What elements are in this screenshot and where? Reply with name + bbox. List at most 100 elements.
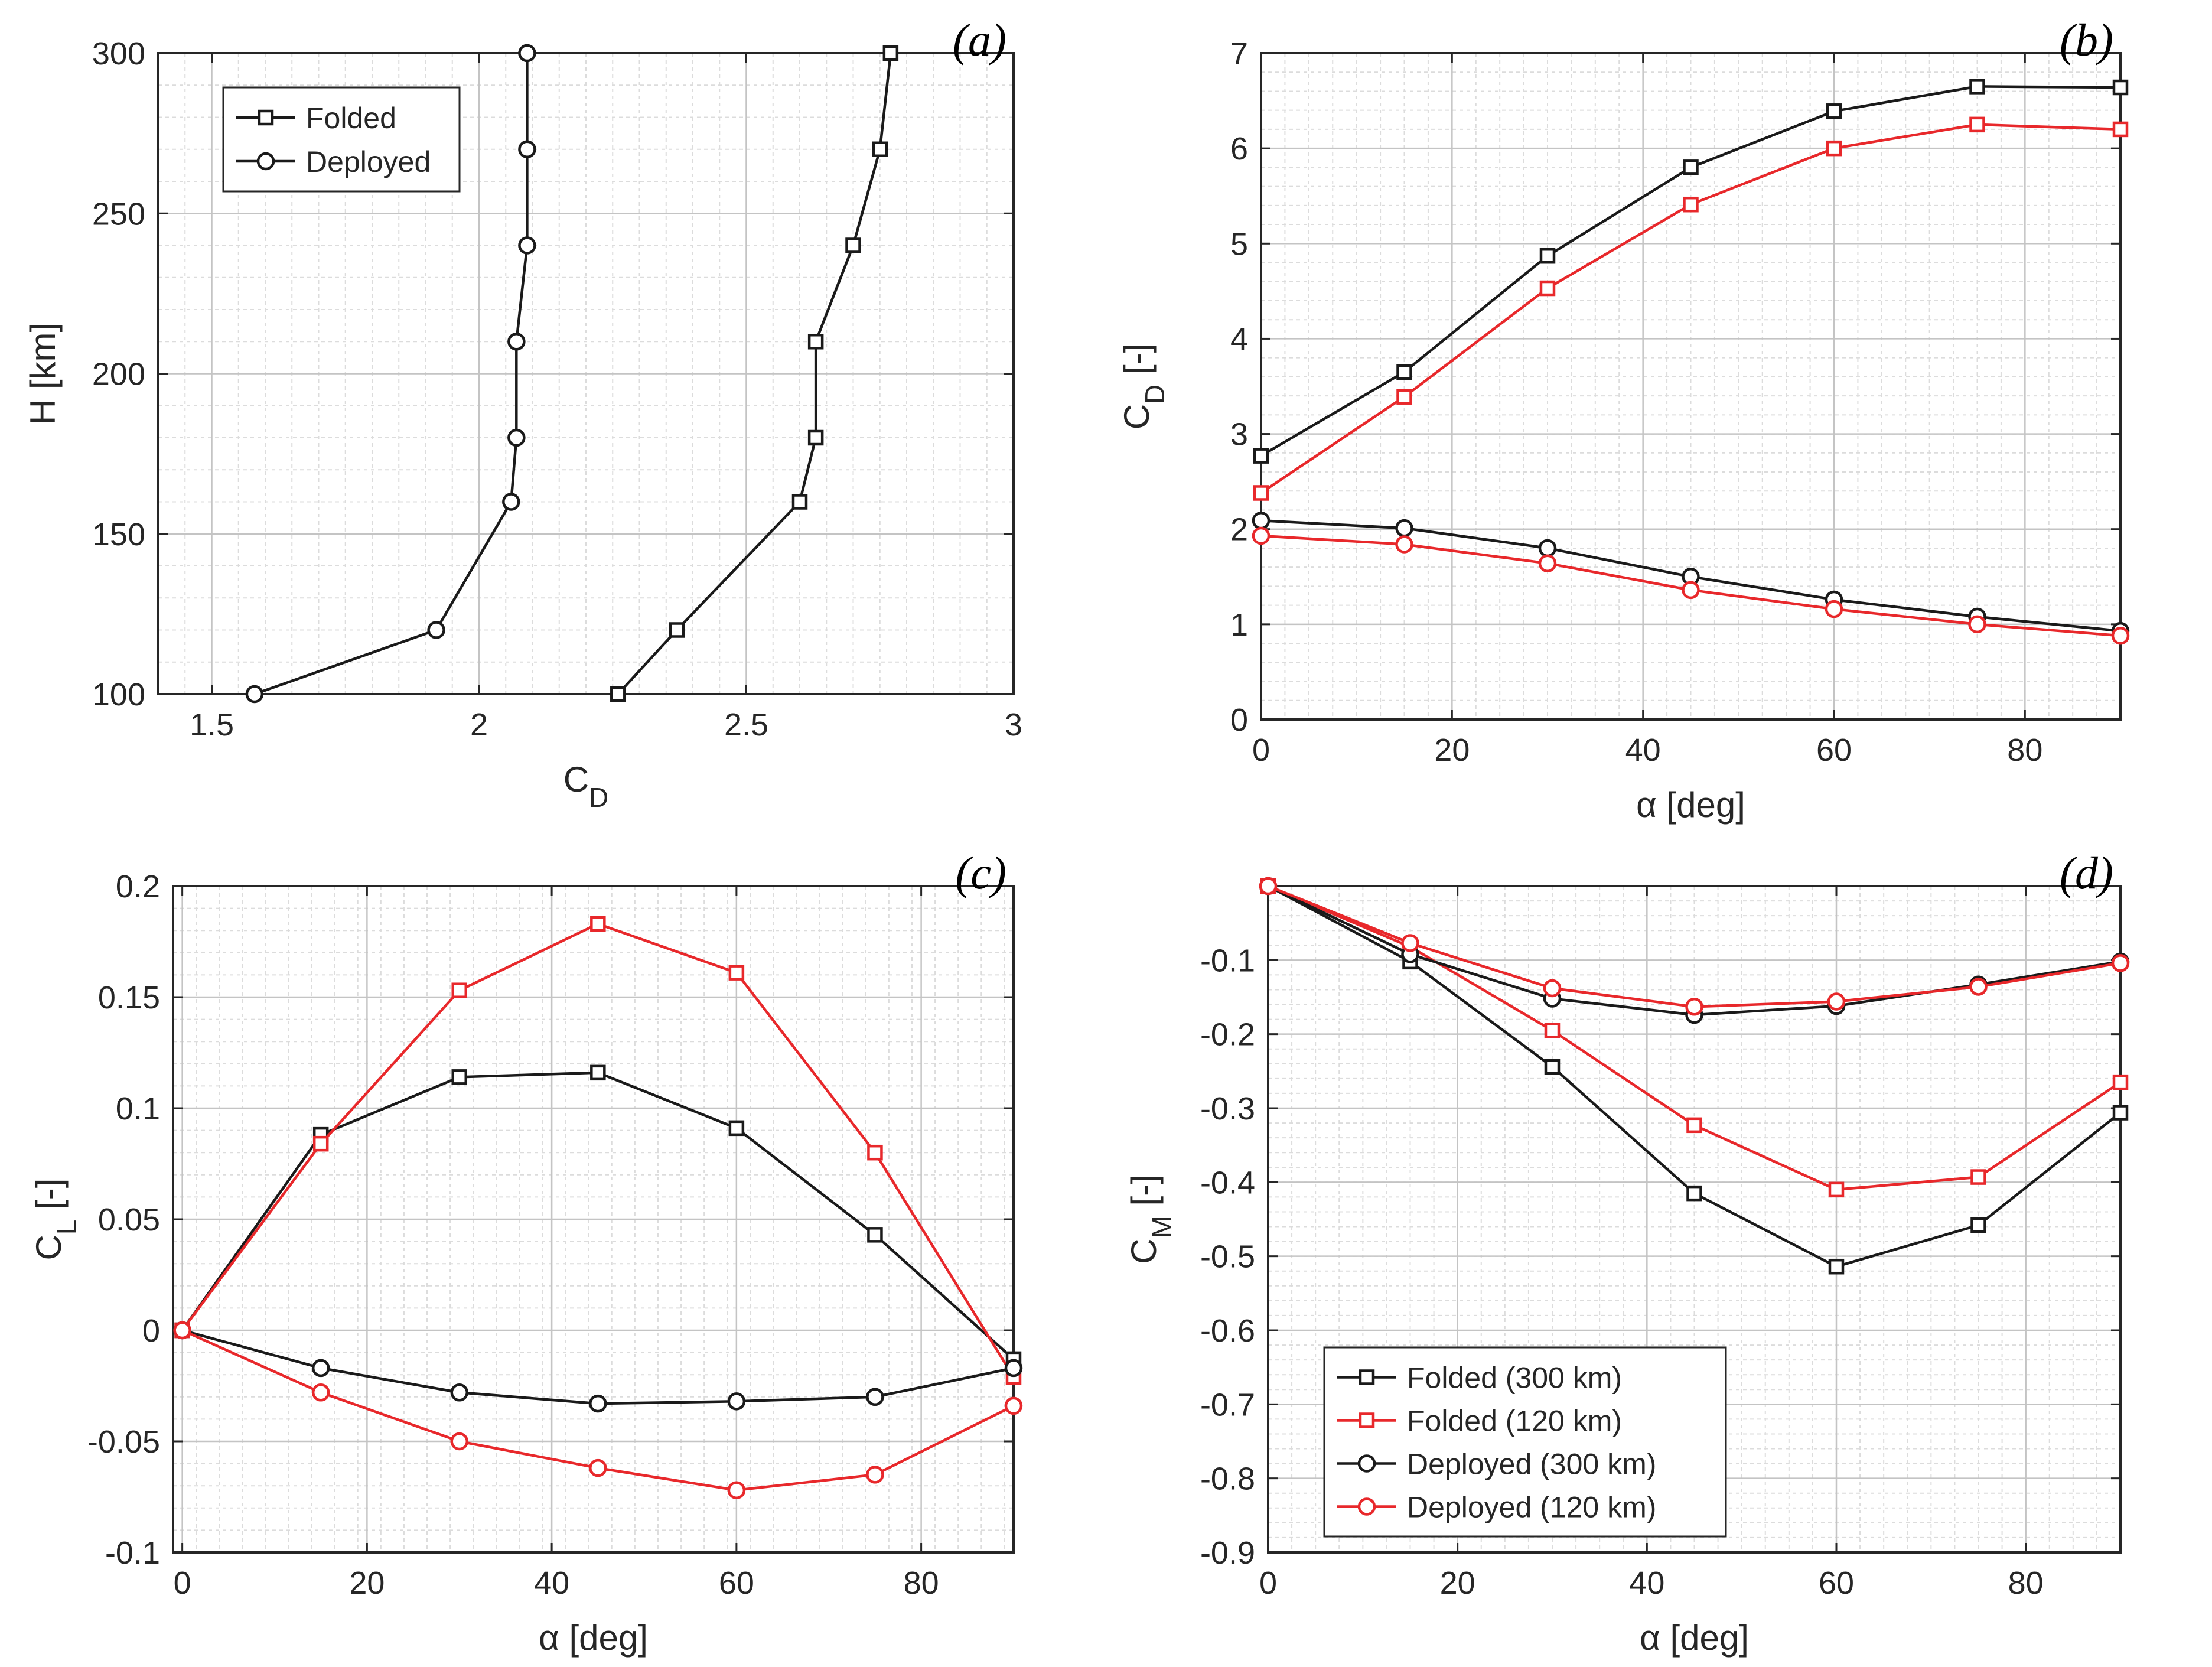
data-point — [589, 1394, 607, 1413]
data-point — [1828, 1181, 1845, 1198]
x-tick-label: 80 — [904, 1565, 939, 1601]
legend-swatch-marker — [258, 109, 274, 126]
y-tick-label: -0.1 — [1200, 943, 1255, 978]
data-point — [1395, 535, 1413, 554]
y-axis-label-unit: [-] — [29, 1178, 69, 1220]
data-point — [727, 1481, 746, 1499]
x-axis-label-subscript: D — [589, 782, 608, 813]
data-point — [1825, 600, 1843, 618]
data-point — [518, 140, 536, 158]
data-point — [2111, 626, 2130, 645]
y-tick-label: 0 — [142, 1313, 160, 1349]
x-tick-label: 80 — [2007, 732, 2042, 768]
data-point — [507, 333, 526, 351]
data-point — [1686, 1117, 1702, 1134]
y-tick-label: 7 — [1230, 36, 1248, 71]
x-tick-label: 3 — [1005, 707, 1022, 743]
legend-item: Folded (120 km) — [1337, 1405, 1622, 1438]
data-point — [1401, 934, 1419, 952]
y-tick-label: 0.05 — [98, 1202, 160, 1238]
panel-a: 1.5 2 2.5 3 100 150 200 250 300 CD H [km] (a) Folded… — [23, 14, 1022, 813]
x-tick-label: 40 — [1625, 732, 1661, 768]
data-point — [1682, 581, 1700, 600]
data-point — [791, 494, 808, 510]
panel-tag: (b) — [2060, 14, 2113, 66]
axes-box — [1267, 885, 2122, 1554]
y-tick-label: 250 — [92, 196, 145, 232]
data-point — [1396, 389, 1412, 405]
x-tick-label: 2 — [470, 707, 488, 743]
y-tick-label: 0.15 — [98, 980, 160, 1015]
data-point — [610, 686, 626, 702]
y-tick-label: 2 — [1230, 512, 1248, 548]
y-axis-label-unit: [-] — [1117, 343, 1157, 385]
data-point — [807, 334, 824, 350]
x-axis-label: α [deg] — [539, 1618, 648, 1658]
x-tick-label: 40 — [1629, 1565, 1664, 1601]
y-axis-label-subscript: D — [1139, 385, 1170, 404]
legend-box — [1323, 1346, 1727, 1538]
data-point — [450, 1432, 469, 1451]
x-axis-label: α [deg] — [1640, 1618, 1749, 1658]
data-point — [451, 1069, 468, 1085]
legend-label: Folded (300 km) — [1407, 1362, 1622, 1395]
data-point — [450, 1383, 469, 1402]
data-point — [1685, 998, 1703, 1016]
y-tick-label: 150 — [92, 517, 145, 552]
data-point — [589, 1458, 607, 1477]
data-point — [312, 1135, 329, 1152]
y-axis-label: CM [-] — [1124, 1174, 1177, 1264]
data-point — [1970, 1169, 1986, 1185]
data-point — [311, 1383, 330, 1402]
data-point — [1539, 248, 1556, 264]
legend-swatch-marker — [1359, 1369, 1375, 1385]
panel-tag: (c) — [955, 847, 1006, 898]
x-tick-label: 0 — [1252, 732, 1270, 768]
y-tick-label: 5 — [1230, 226, 1248, 262]
legend-box — [222, 86, 461, 193]
y-axis-label: CL [-] — [29, 1178, 82, 1261]
y-tick-label: 4 — [1230, 321, 1248, 357]
data-point — [1969, 116, 1985, 133]
x-tick-label: 0 — [174, 1565, 191, 1601]
data-point — [727, 1392, 746, 1411]
data-point — [2112, 121, 2129, 138]
y-tick-label: 0.2 — [116, 869, 160, 904]
series-deployed-black — [245, 44, 536, 704]
legend-item: Deployed — [236, 145, 431, 178]
legend-label: Deployed — [306, 145, 431, 178]
x-tick-label: 2.5 — [724, 707, 768, 743]
x-tick-label: 60 — [719, 1565, 754, 1601]
x-axis-label-main: C — [563, 760, 589, 799]
x-tick-label: 20 — [349, 1565, 385, 1601]
y-axis-label-main: C — [1117, 404, 1157, 429]
data-point — [1543, 979, 1562, 998]
series-folded-red — [1253, 116, 2129, 501]
data-point — [1544, 1059, 1561, 1075]
y-axis-label-subscript: L — [51, 1220, 82, 1235]
data-point — [1538, 554, 1557, 572]
data-point — [1969, 978, 1988, 996]
legend: Folded (300 km) Folded (120 km) Deployed (… — [1323, 1346, 1727, 1538]
data-point — [866, 1388, 884, 1406]
data-point — [669, 622, 685, 638]
data-point — [867, 1227, 883, 1243]
legend-swatch-marker — [1359, 1412, 1375, 1428]
series-folded-black — [610, 45, 899, 702]
y-tick-label: -0.8 — [1200, 1461, 1255, 1497]
legend-item: Folded (300 km) — [1337, 1362, 1622, 1395]
series-line — [254, 53, 529, 696]
x-tick-label: 1.5 — [190, 707, 234, 743]
x-tick-label: 60 — [1819, 1565, 1854, 1601]
x-tick-label: 20 — [1440, 1565, 1475, 1601]
series-deployed-black — [173, 1321, 1023, 1413]
axes-box — [1260, 52, 2122, 721]
legend: Folded Deployed — [222, 86, 461, 193]
x-tick-label: 80 — [2008, 1565, 2044, 1601]
y-tick-label: -0.3 — [1200, 1091, 1255, 1126]
panel-c: 0 20 40 60 80 -0.1 -0.05 0 0.05 0.1 0.15 0.2 α [deg]… — [29, 847, 1023, 1658]
y-axis-label-unit: [-] — [1124, 1174, 1164, 1216]
x-tick-label: 20 — [1434, 732, 1470, 768]
ticks: 0 20 40 60 80 -0.9 -0.8 -0.7 -0.6 -0.5 -0.4 -0.3 -0.… — [1200, 886, 2120, 1601]
y-tick-label: 200 — [92, 357, 145, 392]
